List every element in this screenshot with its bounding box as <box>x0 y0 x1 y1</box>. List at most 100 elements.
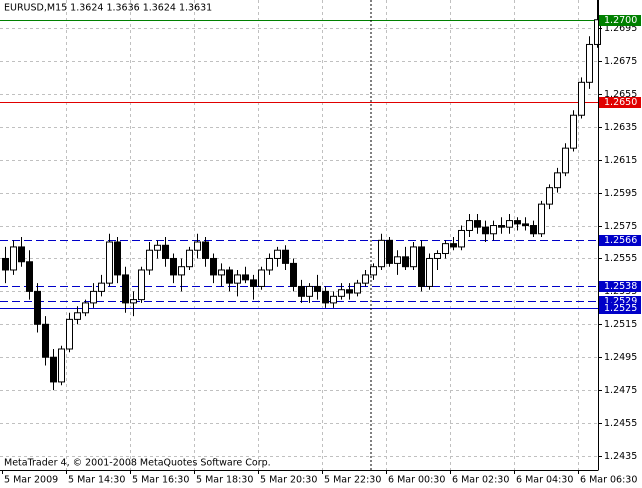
axis-labels: 1.2695 1.2675 1.2655 1.2635 1.2615 1.2595 1.25… <box>2 15 641 486</box>
candle-body <box>466 220 473 231</box>
candle-body <box>586 43 593 83</box>
candle-body <box>378 239 385 268</box>
candle-body <box>162 244 169 259</box>
candle-body <box>594 19 601 45</box>
level-label: 1.2566 <box>604 235 637 246</box>
candle-body <box>130 299 137 304</box>
candle-body <box>274 249 281 259</box>
candle-body <box>50 356 57 383</box>
candle-body <box>122 274 129 304</box>
candle-body <box>538 203 545 235</box>
y-tick-label: 1.2695 <box>604 23 637 34</box>
candle-body <box>346 289 353 294</box>
candle-body <box>154 244 161 251</box>
x-tick-label: 6 Mar 06:30 <box>580 475 637 486</box>
y-tick-label: 1.2515 <box>604 319 637 330</box>
candle-body <box>410 246 417 268</box>
candle-body <box>170 257 177 276</box>
x-tick-label: 5 Mar 16:30 <box>132 475 189 486</box>
candle-body <box>306 285 313 297</box>
x-tick-label: 6 Mar 00:30 <box>388 475 445 486</box>
candle-body <box>266 257 273 271</box>
y-tick-label: 1.2495 <box>604 352 637 363</box>
candle-body <box>570 114 577 149</box>
y-tick-label: 1.2455 <box>604 418 637 429</box>
candle-body <box>322 290 329 304</box>
level-label: 1.2650 <box>604 97 637 108</box>
candle-body <box>554 172 561 189</box>
candle-body <box>82 302 89 314</box>
x-tick-label: 5 Mar 2009 <box>4 475 58 486</box>
level-label: 1.2525 <box>604 303 637 314</box>
candle-body <box>386 239 393 264</box>
candle-body <box>506 220 513 228</box>
y-tick-label: 1.2675 <box>604 56 637 67</box>
x-tick-label: 6 Mar 04:30 <box>516 475 573 486</box>
candle-body <box>210 257 217 276</box>
candle-body <box>114 241 121 276</box>
candle-body <box>546 187 553 205</box>
candle-body <box>482 226 489 235</box>
level-label-bg <box>599 235 641 246</box>
candle-body <box>34 290 41 325</box>
candle-body <box>298 285 305 297</box>
candle-body <box>394 256 401 264</box>
candle-body <box>90 290 97 304</box>
candle-body <box>218 269 225 276</box>
candle-body <box>66 318 73 350</box>
candle-body <box>250 279 257 287</box>
level-label-bg <box>599 15 641 26</box>
candle-body <box>18 246 25 263</box>
candle-body <box>282 249 289 264</box>
candle-body <box>290 262 297 287</box>
candle-body <box>330 295 337 304</box>
candle-body <box>138 269 145 301</box>
candle-body <box>234 274 241 284</box>
candle-body <box>242 274 249 281</box>
candle-body <box>562 147 569 174</box>
candle-body <box>10 246 17 271</box>
candles <box>2 0 601 391</box>
candle-body <box>370 266 377 276</box>
level-label-bg <box>599 97 641 108</box>
candle-body <box>58 348 65 383</box>
level-label: 1.2529 <box>604 296 637 307</box>
level-label-bg <box>599 281 641 292</box>
candle-body <box>362 274 369 284</box>
candle-body <box>194 241 201 251</box>
candle-body <box>202 241 209 259</box>
candle-body <box>578 81 585 116</box>
y-tick-label: 1.2595 <box>604 188 637 199</box>
candle-body <box>2 257 9 271</box>
candle-body <box>514 220 521 225</box>
candle-body <box>450 243 457 248</box>
candle-body <box>522 223 529 227</box>
x-tick-label: 6 Mar 02:30 <box>452 475 509 486</box>
candle-body <box>178 266 185 276</box>
candle-body <box>226 269 233 284</box>
y-tick-label: 1.2655 <box>604 89 637 100</box>
candle-body <box>258 269 265 287</box>
candle-body <box>402 256 409 268</box>
candle-body <box>442 243 449 255</box>
y-tick-label: 1.2575 <box>604 221 637 232</box>
level-label-bg <box>599 303 641 314</box>
candle-body <box>354 282 361 294</box>
candle-body <box>106 241 113 284</box>
level-label: 1.2538 <box>604 281 637 292</box>
candle-body <box>498 225 505 228</box>
y-tick-label: 1.2475 <box>604 385 637 396</box>
chart-title: EURUSD,M15 1.3624 1.3636 1.3624 1.3631 <box>4 3 212 14</box>
candle-body <box>146 249 153 271</box>
candle-body <box>434 253 441 259</box>
level-label: 1.2700 <box>604 15 637 26</box>
footer: MetaTrader 4, © 2001-2008 MetaQuotes Sof… <box>4 458 271 469</box>
candle-body <box>74 312 81 320</box>
candle-body <box>26 261 33 292</box>
candle-body <box>530 225 537 235</box>
y-tick-label: 1.2635 <box>604 122 637 133</box>
y-tick-label: 1.2555 <box>604 253 637 264</box>
candle-body <box>186 249 193 268</box>
